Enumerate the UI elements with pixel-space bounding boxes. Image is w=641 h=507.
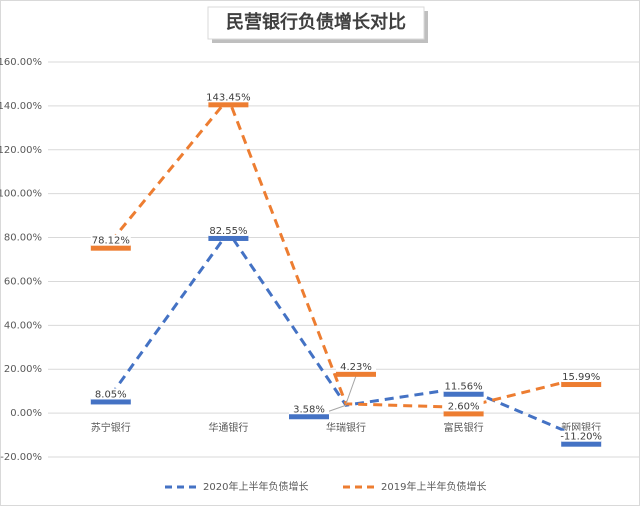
label-box: [443, 400, 484, 412]
label-bar: [336, 370, 376, 377]
label-bar: [90, 398, 131, 405]
y-tick-label: 100.00%: [0, 189, 42, 200]
data-label: 78.12%: [92, 236, 130, 247]
data-label: 2.60%: [448, 401, 480, 412]
y-tick-label: 60.00%: [4, 276, 42, 287]
x-tick-label: 华瑞银行: [326, 421, 366, 434]
y-tick-label: 120.00%: [0, 145, 42, 156]
label-box: [289, 403, 329, 415]
chart-title: 民营银行负债增长对比: [226, 11, 406, 33]
title-box: [207, 6, 425, 40]
label-box: [561, 430, 602, 442]
label-box: [90, 234, 131, 246]
y-tick-label: 80.00%: [4, 233, 42, 244]
label-box: [90, 388, 131, 400]
legend-label: 2019年上半年负债增长: [381, 480, 486, 493]
label-bar: [208, 101, 249, 108]
label-bar: [289, 413, 329, 420]
label-bar: [208, 234, 249, 241]
y-tick-label: 0.00%: [10, 408, 42, 419]
data-label: 82.55%: [209, 226, 247, 237]
data-label: 15.99%: [562, 372, 600, 383]
label-box: [208, 224, 249, 236]
data-label: 4.23%: [340, 362, 372, 373]
data-label: 143.45%: [206, 92, 251, 103]
data-label: 3.58%: [293, 404, 325, 415]
label-bar: [561, 440, 602, 447]
leader-line: [345, 375, 357, 404]
label-bar: [561, 381, 602, 388]
label-bar: [90, 244, 131, 251]
x-tick-label: 富民银行: [444, 421, 484, 434]
y-tick-label: 160.00%: [0, 57, 42, 68]
y-tick-label: -20.00%: [0, 452, 42, 463]
label-box: [336, 360, 376, 372]
legend-label: 2020年上半年负债增长: [203, 480, 308, 493]
label-bar: [443, 390, 484, 397]
data-label: -11.20%: [560, 432, 602, 443]
label-box: [208, 91, 249, 103]
x-tick-label: 华通银行: [208, 421, 248, 434]
y-tick-label: 140.00%: [0, 101, 42, 112]
label-box: [561, 371, 602, 383]
y-tick-label: 20.00%: [4, 364, 42, 375]
y-tick-label: 40.00%: [4, 320, 42, 331]
data-label: 11.56%: [445, 382, 483, 393]
data-label: 8.05%: [95, 389, 127, 400]
label-bar: [443, 410, 484, 417]
series-line: [109, 95, 582, 409]
label-box: [443, 380, 484, 392]
x-tick-label: 苏宁银行: [91, 421, 131, 434]
